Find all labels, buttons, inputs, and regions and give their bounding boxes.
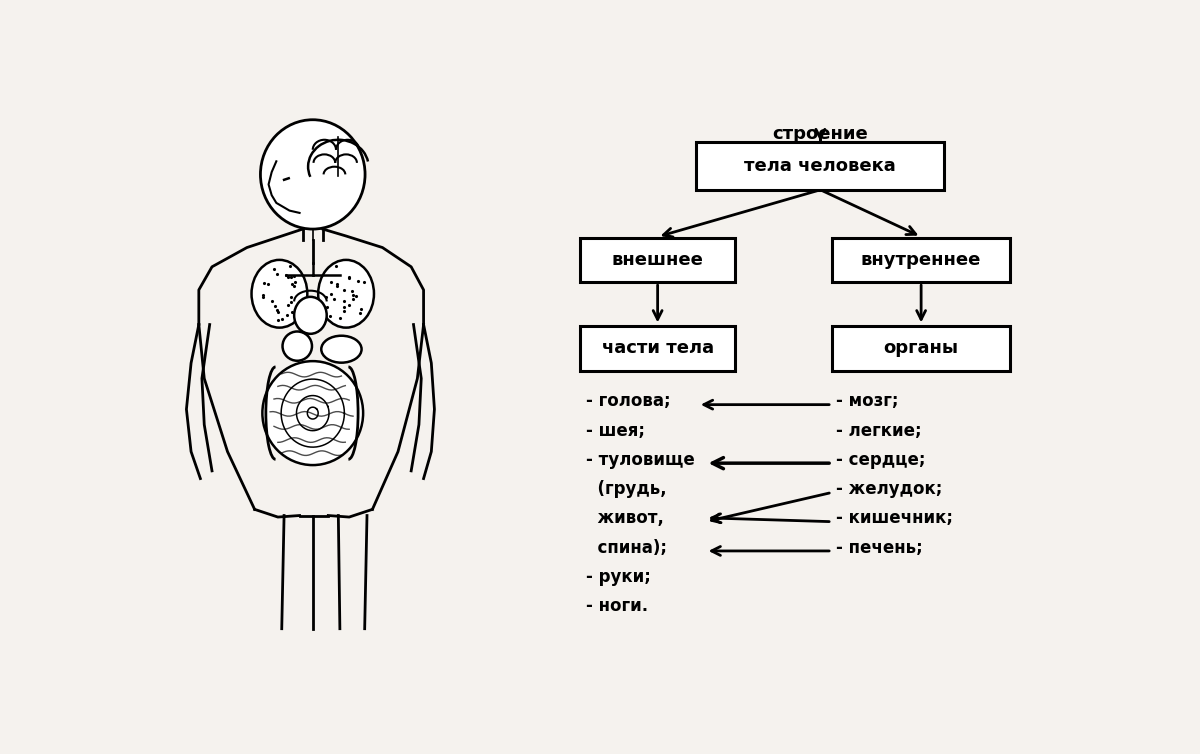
Text: - сердце;: - сердце; [836,451,925,469]
Ellipse shape [318,260,374,328]
Text: части тела: части тела [601,339,714,357]
Ellipse shape [252,260,307,328]
Text: - шея;: - шея; [586,421,644,440]
FancyBboxPatch shape [580,238,736,282]
Ellipse shape [263,361,364,465]
Text: - печень;: - печень; [836,538,923,556]
Text: - голова;: - голова; [586,392,670,410]
Text: спина);: спина); [586,538,666,556]
Ellipse shape [282,332,312,360]
Text: органы: органы [883,339,959,357]
Text: (грудь,: (грудь, [586,480,666,498]
Text: тела человека: тела человека [744,157,896,175]
Text: - ноги.: - ноги. [586,597,648,615]
FancyBboxPatch shape [832,238,1010,282]
Ellipse shape [260,120,365,229]
Text: строение: строение [773,124,869,143]
FancyBboxPatch shape [696,142,944,190]
Text: внутреннее: внутреннее [860,251,982,269]
Text: внешнее: внешнее [612,251,703,269]
Text: - легкие;: - легкие; [836,421,922,440]
Text: - мозг;: - мозг; [836,392,899,410]
Text: - желудок;: - желудок; [836,480,942,498]
FancyBboxPatch shape [832,326,1010,371]
Ellipse shape [322,336,361,363]
Text: живот,: живот, [586,510,664,527]
FancyBboxPatch shape [580,326,736,371]
Text: - руки;: - руки; [586,568,650,586]
Text: - туловище: - туловище [586,451,695,469]
Ellipse shape [294,297,326,334]
Text: - кишечник;: - кишечник; [836,510,953,527]
